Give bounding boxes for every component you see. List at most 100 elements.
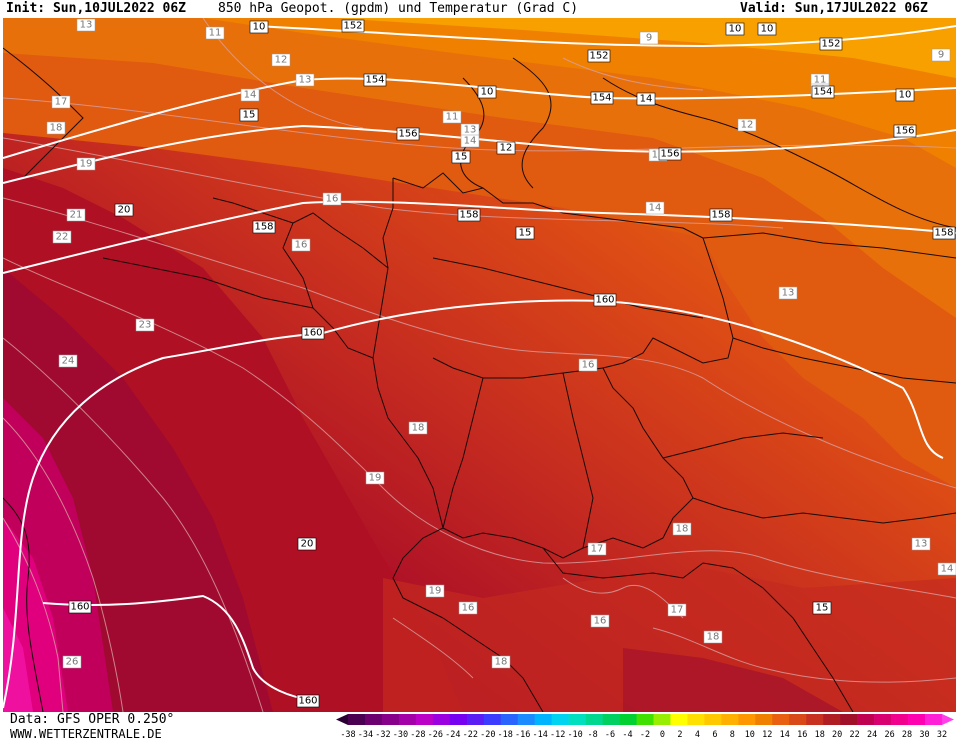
color-scale-tick-label: -6 — [605, 730, 615, 740]
weather-map: 13 11 12 13 14 17 18 19 21 22 23 24 26 9… — [3, 18, 956, 712]
color-scale-swatch — [823, 714, 841, 725]
svg-text:18: 18 — [412, 423, 425, 434]
svg-text:158: 158 — [711, 210, 730, 221]
svg-text:21: 21 — [70, 210, 83, 221]
color-scale-swatch — [449, 714, 468, 725]
svg-text:16: 16 — [462, 603, 475, 614]
color-scale-swatch — [398, 714, 417, 725]
svg-text:16: 16 — [326, 194, 339, 205]
color-scale-tick-label: -4 — [622, 730, 632, 740]
svg-text:18: 18 — [676, 524, 689, 535]
color-scale-swatch — [840, 714, 858, 725]
color-scale-tick-label: -20 — [480, 730, 495, 740]
svg-text:13: 13 — [299, 75, 312, 86]
svg-text:158: 158 — [934, 228, 953, 239]
map-title: 850 hPa Geopot. (gpdm) und Temperatur (G… — [218, 1, 579, 16]
color-scale-swatch — [806, 714, 824, 725]
color-scale-arrow-high — [942, 714, 954, 725]
geopotential-labels: 152 152 152 154 154 154 156 156 156 158 … — [68, 19, 956, 708]
color-scale-tick-label: -8 — [587, 730, 597, 740]
color-scale-tick-label: -28 — [410, 730, 425, 740]
color-scale-tick-label: 2 — [677, 730, 682, 740]
color-scale-tick-label: -30 — [393, 730, 408, 740]
data-source: Data: GFS OPER 0.250° — [10, 712, 175, 727]
color-scale-tick-label: 4 — [695, 730, 700, 740]
footer-bar: Data: GFS OPER 0.250° WWW.WETTERZENTRALE… — [0, 712, 959, 741]
svg-text:10: 10 — [899, 90, 912, 101]
svg-text:14: 14 — [941, 564, 954, 575]
color-scale-swatch — [348, 714, 366, 725]
color-scale-swatch — [925, 714, 943, 725]
svg-text:13: 13 — [80, 20, 93, 31]
color-scale-swatch — [381, 714, 400, 725]
svg-text:11: 11 — [814, 75, 827, 86]
svg-text:160: 160 — [303, 328, 322, 339]
color-scale-swatch — [500, 714, 519, 725]
color-scale-swatch — [636, 714, 654, 725]
svg-text:19: 19 — [369, 473, 382, 484]
valid-time: Valid: Sun,17JUL2022 06Z — [740, 1, 928, 16]
color-scale-swatch — [874, 714, 892, 725]
color-scale-swatch — [364, 714, 383, 725]
svg-text:18: 18 — [707, 632, 720, 643]
color-scale-ticks: -38 -34 -32 -30 -28 -26 -24 -22 -20 -18 -16 -14 -12-… — [340, 730, 947, 740]
svg-text:156: 156 — [660, 149, 679, 160]
svg-text:10: 10 — [481, 87, 494, 98]
color-scale-swatch — [908, 714, 926, 725]
svg-text:15: 15 — [243, 110, 256, 121]
svg-text:14: 14 — [244, 90, 257, 101]
temperature-labels-grey: 13 11 12 13 14 17 18 19 21 22 23 24 26 9… — [46, 18, 956, 669]
color-scale-tick-label: -12 — [550, 730, 565, 740]
color-scale-tick-label: 14 — [780, 730, 790, 740]
svg-text:15: 15 — [652, 150, 665, 161]
svg-text:17: 17 — [671, 605, 684, 616]
color-scale-tick-label: -2 — [640, 730, 650, 740]
svg-text:23: 23 — [139, 320, 152, 331]
svg-text:13: 13 — [915, 539, 928, 550]
svg-text:26: 26 — [66, 657, 79, 668]
svg-text:11: 11 — [446, 112, 459, 123]
svg-text:12: 12 — [500, 143, 513, 154]
color-scale-tick-label: -32 — [375, 730, 390, 740]
svg-text:17: 17 — [591, 544, 604, 555]
color-scale-swatch — [704, 714, 722, 725]
svg-text:152: 152 — [589, 51, 608, 62]
svg-text:9: 9 — [646, 33, 652, 44]
header-bar: Init: Sun,10JUL2022 06Z 850 hPa Geopot. … — [0, 0, 959, 18]
color-scale-swatch — [466, 714, 485, 725]
color-scale-swatch — [602, 714, 620, 725]
svg-text:154: 154 — [813, 87, 832, 98]
color-scale-swatch — [432, 714, 451, 725]
svg-text:10: 10 — [253, 22, 266, 33]
svg-text:15: 15 — [455, 152, 468, 163]
svg-text:13: 13 — [782, 288, 795, 299]
color-scale-swatch — [687, 714, 705, 725]
color-scale-swatch — [534, 714, 552, 725]
init-time: Init: Sun,10JUL2022 06Z — [6, 1, 187, 16]
color-scale-tick-label: 6 — [712, 730, 717, 740]
color-scale-tick-label: 16 — [797, 730, 807, 740]
color-scale-tick-label: -24 — [445, 730, 460, 740]
color-scale-tick-label: 28 — [902, 730, 912, 740]
color-scale-swatch — [670, 714, 688, 725]
svg-text:20: 20 — [301, 539, 314, 550]
svg-text:156: 156 — [398, 129, 417, 140]
svg-text:160: 160 — [70, 602, 89, 613]
svg-text:15: 15 — [519, 228, 532, 239]
color-scale-swatch — [738, 714, 756, 725]
color-scale-tick-label: 10 — [745, 730, 755, 740]
svg-text:156: 156 — [895, 126, 914, 137]
color-scale-tick-label: 12 — [762, 730, 772, 740]
color-scale-tick-label: 0 — [660, 730, 665, 740]
svg-text:16: 16 — [582, 360, 595, 371]
color-scale-tick-label: -38 — [340, 730, 355, 740]
color-scale-swatch — [585, 714, 603, 725]
color-scale-tick-label: -22 — [463, 730, 478, 740]
svg-text:152: 152 — [821, 39, 840, 50]
color-scale-tick-label: -14 — [532, 730, 547, 740]
color-scale-tick-label: 26 — [884, 730, 894, 740]
color-scale-tick-label: -26 — [428, 730, 443, 740]
color-scale-tick-label: -16 — [515, 730, 530, 740]
svg-text:22: 22 — [56, 232, 69, 243]
svg-text:19: 19 — [429, 586, 442, 597]
